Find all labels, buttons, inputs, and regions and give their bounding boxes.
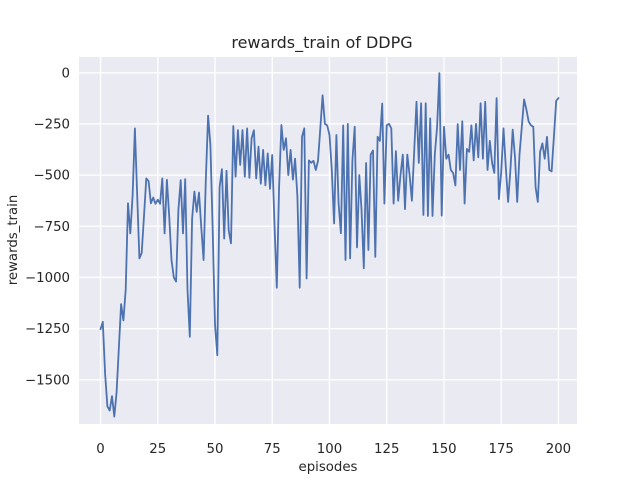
x-tick-label: 25 — [149, 442, 166, 457]
x-tick-label: 75 — [264, 442, 281, 457]
y-tick-label: −1500 — [25, 373, 70, 388]
x-tick-label: 0 — [96, 442, 104, 457]
x-tick-label: 150 — [431, 442, 456, 457]
gridlines — [79, 57, 577, 424]
x-tick-label: 125 — [374, 442, 399, 457]
x-tick-label: 50 — [207, 442, 224, 457]
x-tick-label: 200 — [546, 442, 571, 457]
y-tick-label: −750 — [33, 220, 70, 235]
y-tick-label: −1250 — [25, 322, 70, 337]
x-tick-label: 100 — [317, 442, 342, 457]
chart-title: rewards_train of DDPG — [231, 33, 412, 53]
rewards-train-line — [99, 72, 560, 418]
y-tick-label: −500 — [33, 169, 70, 184]
y-axis-label: rewards_train — [6, 195, 21, 286]
plot-area — [79, 57, 577, 424]
y-tick-label: 0 — [62, 66, 70, 81]
y-tick-label: −250 — [33, 117, 70, 132]
x-axis-label: episodes — [299, 460, 358, 475]
y-tick-label: −1000 — [25, 271, 70, 286]
y-tick-labels: 0 −250 −500 −750 −1000 −1250 −1500 — [25, 66, 70, 388]
x-tick-label: 175 — [489, 442, 514, 457]
x-tick-labels: 0 25 50 75 100 125 150 175 200 — [96, 442, 571, 457]
